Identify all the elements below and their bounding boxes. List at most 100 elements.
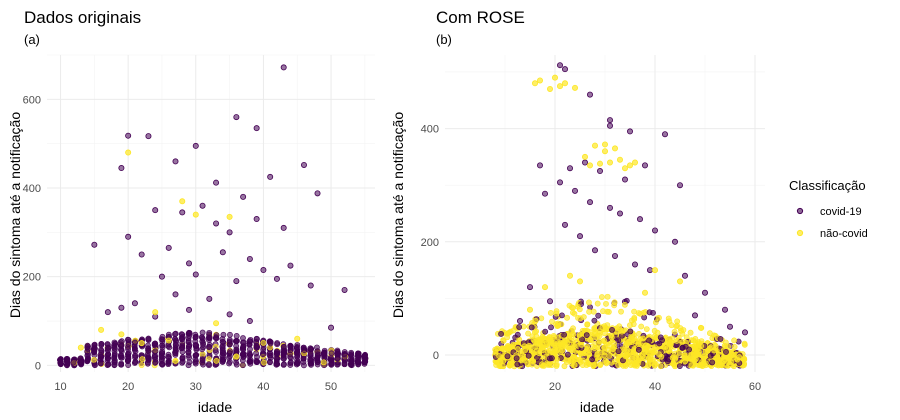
dense-point <box>320 359 327 366</box>
point-naocovid <box>602 141 609 148</box>
dense-point <box>308 361 314 368</box>
dense-point <box>199 357 206 364</box>
dense-point <box>596 338 603 344</box>
point-covid <box>622 176 629 183</box>
dense-point <box>553 363 560 369</box>
dense-point <box>125 358 132 364</box>
point-naocovid <box>567 272 574 279</box>
dense-point <box>247 346 253 353</box>
dense-point <box>665 315 672 322</box>
point-covid <box>607 204 614 211</box>
dense-point <box>514 331 521 338</box>
dense-point <box>731 337 738 344</box>
dense-point <box>642 342 649 349</box>
dense-point <box>239 351 246 358</box>
dense-point <box>240 335 246 341</box>
dense-point <box>287 362 294 368</box>
dense-point <box>682 354 689 361</box>
dense-point <box>64 360 71 367</box>
dense-point <box>328 350 335 357</box>
dense-point <box>534 340 540 347</box>
point-covid <box>300 161 307 168</box>
dense-point <box>145 353 151 360</box>
dense-point <box>334 351 341 358</box>
x-tick-label: 40 <box>649 381 661 393</box>
dense-point <box>651 349 657 356</box>
dense-point <box>578 341 585 348</box>
dense-point <box>315 352 322 359</box>
dense-point <box>152 356 159 363</box>
dense-point <box>212 347 219 354</box>
dense-point <box>641 349 648 356</box>
dense-point <box>165 337 172 344</box>
point-naocovid <box>547 85 554 92</box>
dense-point <box>587 304 593 311</box>
dense-point <box>602 357 609 364</box>
dense-point <box>716 357 723 364</box>
panel-a-ticks: 10 20 30 40 50 0 200 400 600 <box>23 94 338 393</box>
y-tick-label: 0 <box>433 350 439 362</box>
dense-point <box>185 335 192 342</box>
dense-point <box>125 350 132 356</box>
dense-point <box>138 362 145 368</box>
dense-point <box>618 328 625 335</box>
panel-a-points <box>77 64 348 364</box>
dense-point <box>227 348 233 355</box>
dense-point <box>549 318 555 325</box>
point-naocovid <box>562 80 569 87</box>
dense-point <box>516 336 523 343</box>
dense-point <box>254 359 261 365</box>
dense-point <box>597 362 604 368</box>
dense-point <box>559 347 566 354</box>
legend-key-naocovid <box>796 229 804 237</box>
dense-point <box>700 352 707 359</box>
point-naocovid <box>592 142 599 149</box>
dense-point <box>564 314 570 321</box>
dense-point <box>728 351 735 358</box>
dense-point <box>629 335 635 342</box>
point-covid <box>727 323 734 330</box>
point-covid <box>145 133 152 140</box>
dense-point <box>267 358 273 365</box>
point-covid <box>125 132 132 139</box>
dense-point <box>287 351 293 358</box>
point-covid <box>118 165 125 172</box>
point-covid <box>517 318 524 325</box>
dense-point <box>592 361 598 368</box>
point-naocovid <box>572 84 579 91</box>
point-covid <box>582 159 589 166</box>
dense-point <box>514 361 521 368</box>
dense-point <box>125 336 132 343</box>
point-covid <box>314 190 321 197</box>
point-covid <box>692 312 699 319</box>
dense-point <box>633 355 639 361</box>
dense-point <box>348 357 355 364</box>
dense-point <box>579 362 586 369</box>
point-covid <box>206 295 213 302</box>
dense-point <box>635 346 642 353</box>
point-naocovid <box>627 162 634 169</box>
point-naocovid <box>537 77 544 84</box>
dense-point <box>328 361 335 368</box>
dense-point <box>335 361 341 367</box>
dense-point <box>84 352 91 359</box>
panel-a-tag: (a) <box>24 32 40 47</box>
dense-point <box>233 359 239 366</box>
dense-point <box>656 314 662 321</box>
dense-point <box>601 344 607 351</box>
dense-point <box>692 356 699 362</box>
dense-point <box>281 361 287 368</box>
dense-point <box>199 329 206 336</box>
panel-b-points <box>517 62 749 336</box>
dense-point <box>547 309 554 316</box>
point-covid <box>273 275 280 282</box>
point-naocovid <box>179 198 186 205</box>
point-covid <box>587 91 594 98</box>
dense-point <box>492 349 499 356</box>
dense-point <box>615 348 622 355</box>
dense-point <box>227 338 233 345</box>
panel-b-tag: (b) <box>436 32 452 47</box>
dense-point <box>545 343 552 349</box>
dense-point <box>656 340 663 347</box>
dense-point <box>172 341 179 348</box>
